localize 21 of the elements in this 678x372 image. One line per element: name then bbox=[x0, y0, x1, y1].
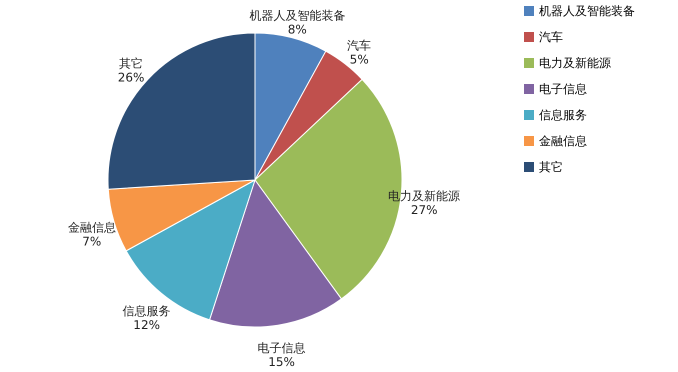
legend-label: 其它 bbox=[539, 160, 563, 174]
legend-label: 电子信息 bbox=[539, 82, 587, 96]
slice-label: 信息服务 bbox=[122, 304, 171, 318]
slice-label: 电子信息 bbox=[258, 340, 306, 355]
legend-label: 电力及新能源 bbox=[539, 56, 611, 70]
legend-label: 金融信息 bbox=[539, 134, 587, 148]
slice-label: 金融信息 bbox=[68, 220, 116, 234]
slice-label: 汽车 bbox=[347, 38, 372, 53]
data-label: 8% bbox=[288, 22, 307, 36]
slice-label: 其它 bbox=[119, 56, 144, 71]
data-label: 27% bbox=[410, 203, 438, 217]
legend-label: 汽车 bbox=[539, 30, 563, 44]
slice-label: 电力及新能源 bbox=[388, 189, 460, 203]
data-label: 7% bbox=[82, 234, 102, 248]
slice-label: 机器人及智能装备 bbox=[249, 8, 346, 22]
legend-label: 机器人及智能装备 bbox=[539, 4, 635, 18]
data-label: 12% bbox=[133, 318, 160, 332]
legend-label: 信息服务 bbox=[539, 108, 587, 122]
data-label: 15% bbox=[268, 354, 295, 369]
data-label: 26% bbox=[118, 70, 144, 85]
data-label: 5% bbox=[350, 52, 369, 67]
